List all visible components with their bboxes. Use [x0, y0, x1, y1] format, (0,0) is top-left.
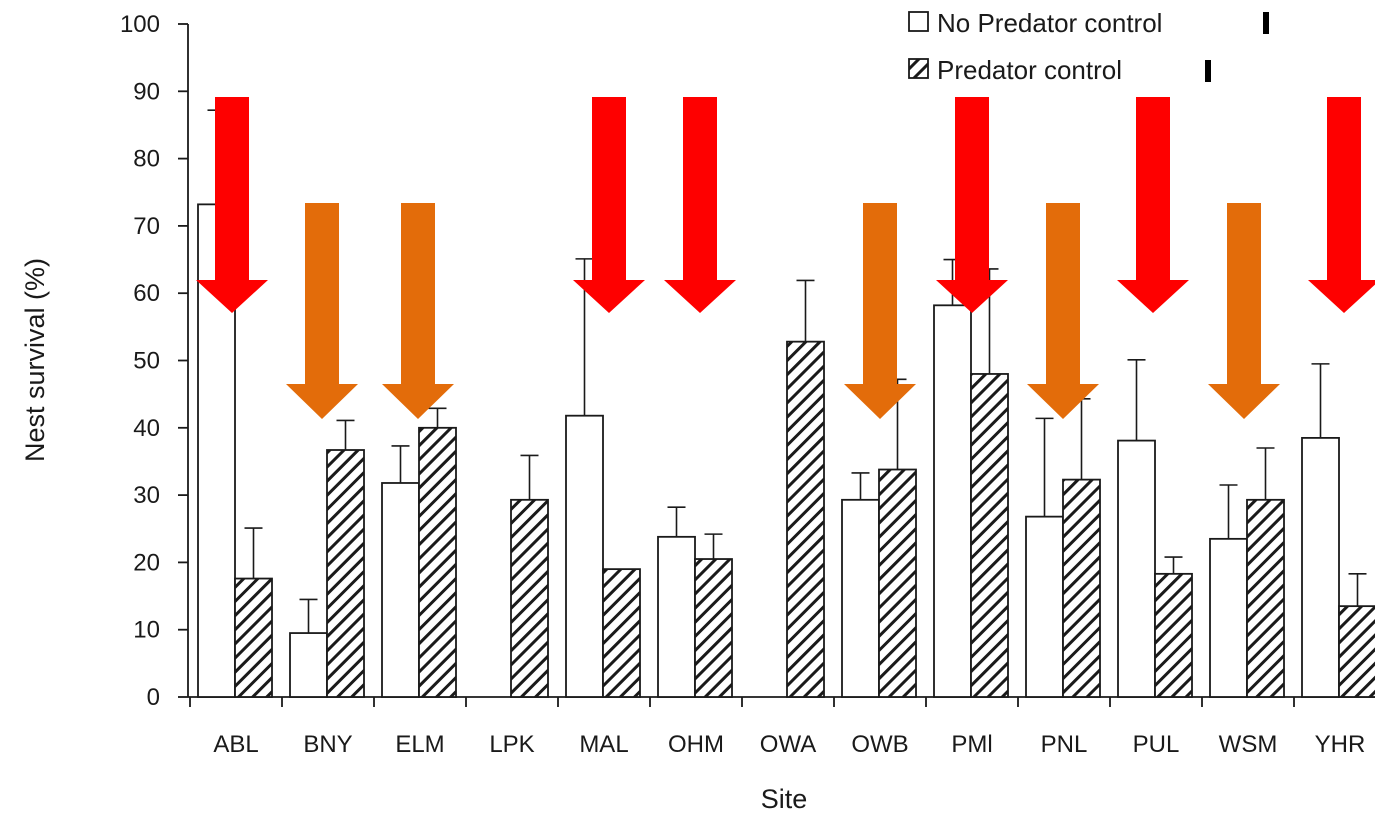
bar-predator-control-ohm — [694, 558, 733, 698]
red-arrow-yhr — [1308, 97, 1375, 313]
y-tick-label-40: 40 — [133, 415, 160, 442]
bar-predator-control-pul — [1154, 572, 1193, 698]
y-axis-title: Nest survival (%) — [20, 258, 50, 462]
legend-swatch-predator-control — [908, 58, 929, 79]
x-tick-label-wsm: WSM — [1219, 731, 1278, 758]
y-tick-label-30: 30 — [133, 482, 160, 509]
x-tick-label-abl: ABL — [213, 731, 258, 758]
orange-arrow-elm — [382, 203, 454, 419]
bar-predator-control-owb — [878, 468, 917, 698]
red-arrow-ohm — [664, 97, 736, 313]
bar-no-predator-control-owb — [841, 498, 880, 698]
y-tick-label-90: 90 — [133, 78, 160, 105]
x-tick-label-ohm: OHM — [668, 731, 724, 758]
red-arrow-pml — [936, 97, 1008, 313]
orange-arrow-pnl — [1027, 203, 1099, 419]
x-tick-label-bny: BNY — [303, 731, 352, 758]
bar-no-predator-control-wsm — [1209, 537, 1248, 698]
bar-no-predator-control-pml — [933, 304, 972, 698]
bar-predator-control-wsm — [1246, 498, 1285, 698]
bar-predator-control-mal — [602, 568, 641, 698]
legend-end-mark-2 — [1205, 60, 1211, 82]
x-tick-label-pul: PUL — [1133, 731, 1180, 758]
bar-predator-control-lpk — [510, 498, 549, 698]
bar-predator-control-owa — [786, 340, 825, 698]
bar-no-predator-control-ohm — [657, 535, 696, 698]
red-arrow-abl — [196, 97, 268, 313]
y-tick-label-60: 60 — [133, 280, 160, 307]
orange-arrow-wsm — [1208, 203, 1280, 419]
bar-predator-control-bny — [326, 449, 365, 698]
legend-label-predator-control: Predator control — [937, 55, 1122, 85]
y-tick-label-70: 70 — [133, 213, 160, 240]
bar-no-predator-control-yhr — [1301, 436, 1340, 698]
x-tick-label-pml: PMl — [951, 731, 992, 758]
x-tick-label-yhr: YHR — [1315, 731, 1366, 758]
y-tick-label-80: 80 — [133, 146, 160, 173]
y-tick-label-20: 20 — [133, 549, 160, 576]
y-tick-label-0: 0 — [147, 684, 160, 711]
y-tick-label-10: 10 — [133, 617, 160, 644]
legend-end-mark-1 — [1263, 12, 1269, 34]
bar-no-predator-control-pnl — [1025, 515, 1064, 698]
orange-arrow-owb — [844, 203, 916, 419]
x-tick-label-owa: OWA — [760, 731, 816, 758]
legend-label-no-predator-control: No Predator control — [937, 8, 1162, 38]
x-tick-label-lpk: LPK — [489, 731, 534, 758]
bar-no-predator-control-elm — [381, 482, 420, 698]
orange-arrow-bny — [286, 203, 358, 419]
x-tick-label-mal: MAL — [579, 731, 628, 758]
bar-predator-control-abl — [234, 577, 273, 698]
y-tick-label-100: 100 — [120, 11, 160, 38]
bar-predator-control-yhr — [1338, 605, 1375, 698]
legend: No Predator control Predator control — [908, 8, 1269, 85]
bar-predator-control-elm — [418, 426, 457, 698]
bar-no-predator-control-pul — [1117, 439, 1156, 698]
y-tick-label-50: 50 — [133, 348, 160, 375]
bar-no-predator-control-mal — [565, 414, 604, 698]
x-tick-label-pnl: PNL — [1041, 731, 1088, 758]
x-tick-label-owb: OWB — [851, 731, 908, 758]
bar-no-predator-control-bny — [289, 632, 328, 698]
bar-predator-control-pml — [970, 373, 1009, 698]
red-arrow-pul — [1117, 97, 1189, 313]
bar-predator-control-pnl — [1062, 478, 1101, 698]
x-axis-title: Site — [761, 784, 808, 814]
red-arrow-mal — [573, 97, 645, 313]
legend-swatch-no-predator-control — [908, 11, 929, 32]
x-tick-label-elm: ELM — [395, 731, 444, 758]
